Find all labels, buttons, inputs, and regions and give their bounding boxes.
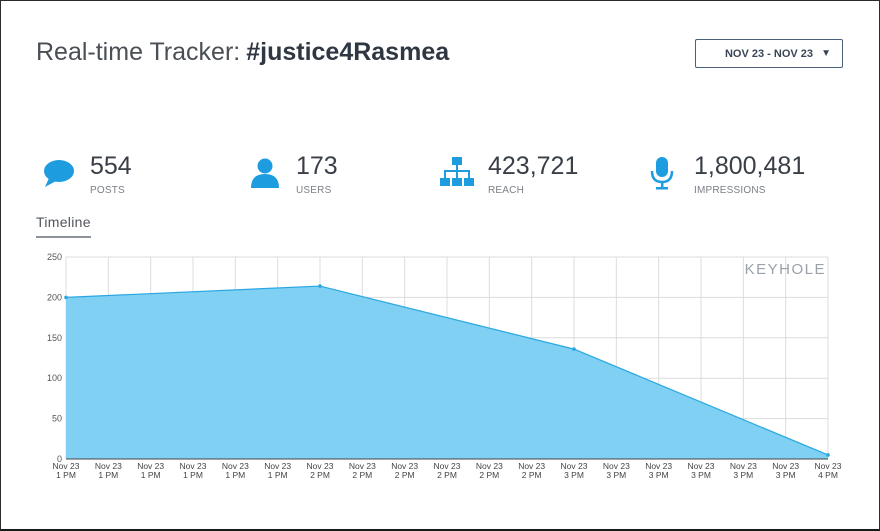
- date-range-value: NOV 23 - NOV 23: [724, 47, 814, 60]
- x-tick-label: Nov 23 2 PM: [434, 461, 461, 480]
- x-tick-label: Nov 23 1 PM: [53, 461, 80, 480]
- x-tick-label: Nov 23 2 PM: [391, 461, 418, 480]
- area-series: [66, 286, 828, 459]
- hashtag-title: #justice4Rasmea: [246, 38, 450, 66]
- y-tick-label: 200: [47, 292, 62, 302]
- network-icon: [440, 157, 474, 186]
- x-tick-label: Nov 23 3 PM: [561, 461, 588, 480]
- microphone-icon: [650, 157, 674, 190]
- x-tick-label: Nov 23 2 PM: [307, 461, 334, 480]
- data-point: [318, 284, 322, 288]
- data-point: [64, 295, 68, 300]
- stat-value: 554: [90, 152, 132, 180]
- timeline-chart: 0 50 100 150 200 250 Nov 23 1 PM Nov 23 1 PM Nov 2…: [47, 252, 842, 480]
- date-range-dropdown[interactable]: NOV 23 - NOV 23 ▼: [695, 39, 843, 68]
- x-tick-label: Nov 23 3 PM: [772, 461, 799, 480]
- y-tick-label: 250: [47, 252, 62, 262]
- x-tick-label: Nov 23 2 PM: [518, 461, 545, 480]
- stat-value: 1,800,481: [694, 152, 806, 180]
- x-tick-label: Nov 23 3 PM: [688, 461, 715, 480]
- area-series-line: [65, 285, 829, 456]
- x-tick-label: Nov 23 1 PM: [222, 461, 249, 480]
- x-tick-label: Nov 23 1 PM: [95, 461, 122, 480]
- y-tick-label: 100: [47, 373, 62, 383]
- title-prefix: Real-time Tracker:: [36, 38, 241, 66]
- x-tick-label: Nov 23 3 PM: [730, 461, 757, 480]
- y-tick-label: 150: [47, 333, 62, 343]
- user-icon: [251, 158, 279, 188]
- x-tick-label: Nov 23 3 PM: [645, 461, 672, 480]
- stat-label: POSTS: [90, 185, 125, 196]
- x-tick-label: Nov 23 2 PM: [476, 461, 503, 480]
- y-tick-label: 50: [52, 414, 62, 424]
- caret-down-icon: ▼: [821, 48, 831, 59]
- speech-bubble-icon: [44, 160, 74, 187]
- x-tick-label: Nov 23 2 PM: [349, 461, 376, 480]
- stat-label: REACH: [488, 185, 525, 196]
- data-point: [572, 347, 576, 351]
- keyhole-watermark: KEYHOLE: [745, 261, 826, 278]
- x-tick-label: Nov 23 3 PM: [603, 461, 630, 480]
- data-point: [826, 453, 830, 457]
- page-title: Real-time Tracker: #justice4Rasmea: [36, 38, 449, 67]
- x-tick-label: Nov 23 1 PM: [180, 461, 207, 480]
- stat-label: IMPRESSIONS: [694, 185, 766, 196]
- tab-timeline[interactable]: Timeline: [36, 214, 91, 238]
- x-tick-label: Nov 23 1 PM: [137, 461, 164, 480]
- stat-value: 423,721: [488, 152, 579, 180]
- x-tick-label: Nov 23 4 PM: [815, 461, 842, 480]
- x-tick-label: Nov 23 1 PM: [264, 461, 291, 480]
- stat-label: USERS: [296, 185, 332, 196]
- y-tick-label: 0: [57, 454, 62, 464]
- stat-value: 173: [296, 152, 338, 180]
